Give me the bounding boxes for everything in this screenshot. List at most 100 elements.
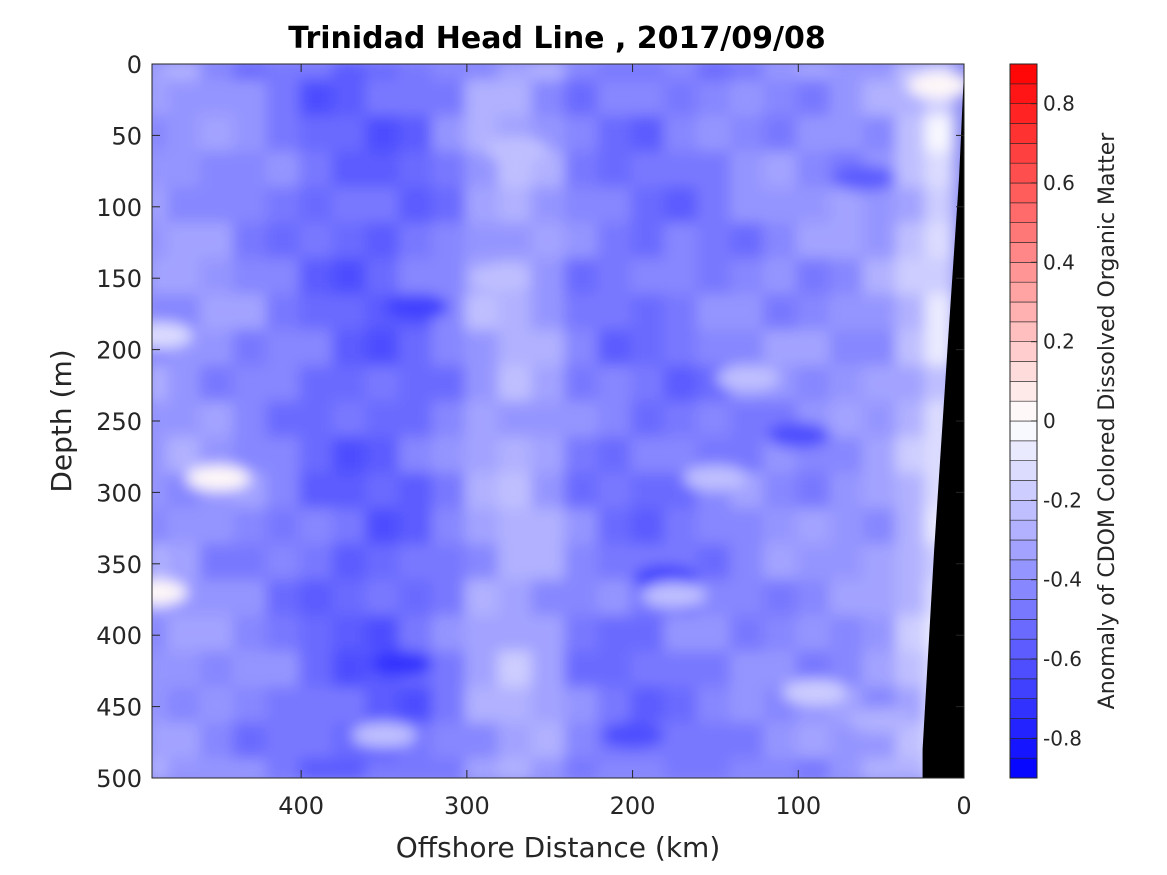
plot-area	[152, 64, 964, 778]
field-cell	[152, 436, 171, 477]
field-cell	[862, 579, 900, 620]
field-cell	[398, 115, 436, 156]
field-cell	[696, 115, 734, 156]
field-cell	[431, 401, 469, 441]
field-cell	[763, 258, 801, 299]
field-cell	[663, 686, 701, 727]
field-cell	[630, 329, 668, 370]
field-cell	[199, 615, 237, 656]
field-cell	[199, 508, 237, 548]
y-tick-label: 200	[96, 337, 142, 365]
field-cell	[630, 758, 668, 778]
field-cell	[299, 472, 337, 513]
anomaly-feature	[683, 465, 748, 492]
field-cell	[365, 508, 403, 548]
field-cell	[597, 329, 635, 370]
field-cell	[398, 79, 436, 120]
field-cell	[299, 686, 337, 727]
colorbar-tick-label: 0.6	[1043, 171, 1075, 195]
field-cell	[498, 401, 536, 441]
colorbar-level	[1009, 757, 1038, 779]
field-cell	[199, 401, 237, 441]
field-cell	[924, 151, 954, 191]
field-cell	[630, 651, 668, 691]
field-cell	[498, 722, 536, 763]
field-cell	[763, 472, 801, 513]
field-cell	[730, 79, 768, 120]
field-cell	[166, 186, 204, 227]
field-cell	[232, 722, 270, 763]
field-cell	[763, 579, 801, 620]
colorbar-level	[1009, 182, 1038, 204]
colorbar-tick-label: 0.4	[1043, 250, 1075, 274]
field-cell	[152, 151, 171, 191]
colorbar-level	[1009, 599, 1038, 620]
field-cell	[398, 543, 436, 584]
field-cell	[796, 329, 834, 370]
field-cell	[266, 722, 304, 763]
field-cell	[332, 686, 370, 727]
field-cell	[232, 508, 270, 548]
field-cell	[730, 258, 768, 299]
field-cell	[365, 615, 403, 656]
field-cell	[531, 258, 569, 299]
field-cell	[564, 401, 602, 441]
field-cell	[498, 294, 536, 334]
field-cell	[365, 186, 403, 227]
chart-title: Trinidad Head Line , 2017/09/08	[288, 21, 825, 56]
field-cell	[763, 64, 801, 84]
field-cell	[564, 186, 602, 227]
field-cell	[152, 508, 171, 548]
seafloor-bathymetry	[922, 71, 964, 778]
colorbar-tick-label: -0.4	[1043, 568, 1082, 592]
field-cell	[796, 722, 834, 763]
field-cell	[365, 365, 403, 406]
field-cell	[663, 758, 701, 778]
field-cell	[431, 365, 469, 406]
colorbar-level	[1009, 440, 1038, 461]
colorbar-level	[1009, 202, 1038, 223]
field-cell	[199, 294, 237, 334]
field-cell	[663, 401, 701, 441]
field-cell	[564, 115, 602, 156]
field-cell	[365, 64, 403, 84]
field-cell	[464, 294, 502, 334]
field-cell	[152, 615, 171, 656]
field-cell	[564, 258, 602, 299]
anomaly-feature	[484, 136, 549, 163]
field-cell	[464, 651, 502, 691]
y-tick-label: 300	[96, 479, 142, 507]
field-cell	[332, 222, 370, 263]
field-cell	[531, 472, 569, 513]
anomaly-feature	[832, 165, 897, 192]
y-tick-label: 450	[96, 694, 142, 722]
field-cell	[796, 472, 834, 513]
field-cell	[398, 615, 436, 656]
field-cell	[299, 579, 337, 620]
field-cell	[398, 472, 436, 513]
field-cell	[232, 329, 270, 370]
field-cell	[199, 543, 237, 584]
field-cell	[796, 115, 834, 156]
field-cell	[696, 64, 734, 84]
field-cell	[829, 294, 867, 334]
field-cell	[299, 329, 337, 370]
field-cell	[829, 615, 867, 656]
field-cell	[431, 579, 469, 620]
field-cell	[862, 401, 900, 441]
field-cell	[924, 294, 954, 334]
field-cell	[862, 543, 900, 584]
colorbar-level	[1009, 63, 1038, 85]
field-cell	[464, 758, 502, 778]
field-cell	[531, 365, 569, 406]
field-cell	[730, 329, 768, 370]
field-cell	[498, 579, 536, 620]
field-cell	[630, 508, 668, 548]
field-cell	[564, 579, 602, 620]
y-tick-label: 100	[96, 194, 142, 222]
field-cell	[763, 115, 801, 156]
y-axis-label: Depth (m)	[45, 349, 78, 492]
field-cell	[431, 472, 469, 513]
colorbar-label: Anomaly of CDOM Colored Dissolved Organi…	[1095, 132, 1120, 710]
field-cell	[431, 686, 469, 727]
